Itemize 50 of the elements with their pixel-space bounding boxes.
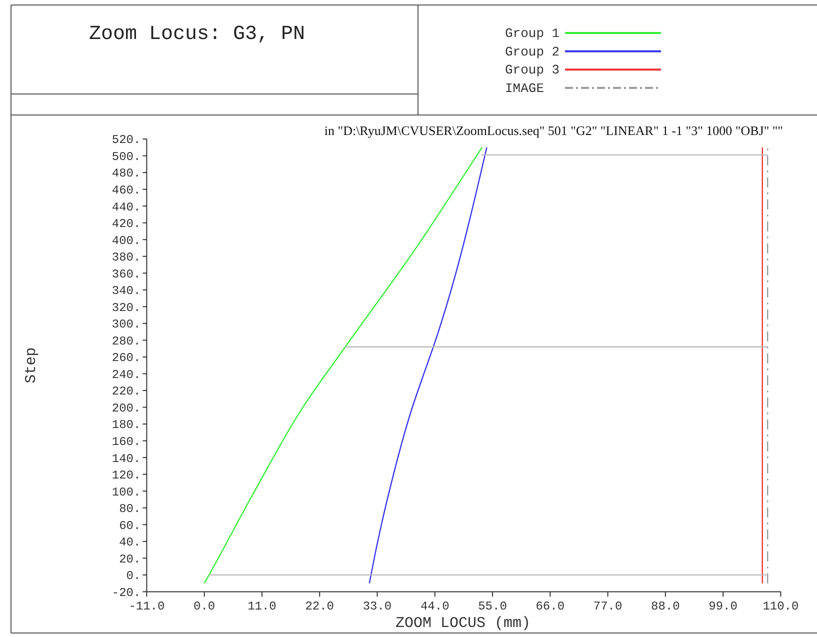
x-tick-label: 66.0 — [536, 600, 565, 614]
y-tick-label: 400. — [112, 234, 141, 248]
x-tick-label: 110.0 — [762, 600, 799, 614]
x-tick-label: 88.0 — [651, 600, 680, 614]
y-tick-label: 360. — [112, 267, 141, 282]
y-tick-label: 100. — [112, 485, 141, 500]
y-tick-label: 320. — [112, 300, 141, 315]
y-tick-label: 120. — [112, 468, 141, 483]
x-tick-label: 33.0 — [362, 600, 392, 614]
y-tick-label: 460. — [112, 184, 141, 198]
y-tick-label: 280. — [112, 334, 141, 348]
y-tick-label: 420. — [112, 217, 141, 232]
y-tick-label: 60. — [119, 518, 141, 533]
x-axis-title: ZOOM LOCUS (mm) — [395, 615, 531, 632]
y-tick-label: 520. — [112, 133, 141, 148]
legend-label: Group 2 — [505, 44, 560, 60]
x-tick-label: 0.0 — [194, 600, 216, 614]
x-tick-label: 11.0 — [248, 600, 276, 614]
y-tick-label: 200. — [112, 401, 141, 416]
y-tick-label: 40. — [119, 536, 141, 550]
x-tick-label: 77.0 — [593, 600, 622, 614]
y-tick-label: 260. — [112, 351, 141, 366]
chart-title: Zoom Locus: G3, PN — [88, 23, 306, 46]
text: in "D:\RyuJM\CVUSER\ZoomLocus.seq" 501 "G2" "LINEAR" 1 -1 "3" 1000 "OBJ" "" — [324, 123, 783, 138]
y-tick-label: 480. — [112, 166, 141, 181]
line-series — [368, 146, 488, 584]
legend-label: Group 3 — [505, 62, 560, 78]
y-tick-label: 160. — [112, 435, 141, 449]
y-tick-label: 340. — [112, 284, 141, 298]
x-tick-label: 44.0 — [420, 600, 450, 614]
x-tick-label: 22.0 — [305, 600, 334, 614]
y-tick-label: 80. — [119, 502, 141, 516]
y-axis-title: Step — [23, 347, 40, 384]
x-tick-label: 55.0 — [478, 600, 507, 614]
x-tick-label: 99.0 — [708, 600, 738, 614]
y-tick-label: 20. — [119, 552, 141, 566]
y-tick-label: 140. — [112, 452, 141, 466]
line-series — [204, 146, 483, 584]
y-tick-label: -20. — [112, 586, 141, 600]
legend-label: IMAGE — [505, 80, 544, 96]
legend-label: Group 1 — [505, 26, 560, 41]
y-tick-label: 380. — [112, 250, 141, 265]
y-tick-label: 440. — [112, 200, 141, 214]
y-tick-label: 220. — [112, 384, 141, 399]
y-tick-label: 500. — [112, 150, 141, 164]
y-tick-label: 0. — [126, 569, 141, 584]
x-tick-label: -11.0 — [128, 600, 165, 614]
y-tick-label: 180. — [112, 418, 141, 432]
y-tick-label: 300. — [112, 318, 141, 332]
y-tick-label: 240. — [112, 368, 141, 382]
